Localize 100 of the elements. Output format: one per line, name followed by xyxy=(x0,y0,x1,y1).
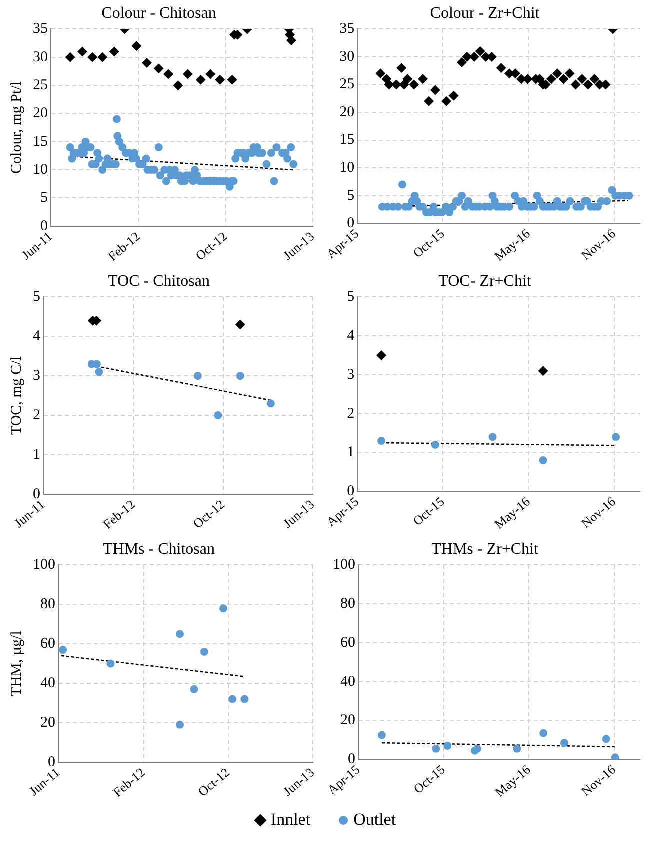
point xyxy=(196,74,206,85)
point xyxy=(235,320,246,330)
chart-title: Colour - Chitosan xyxy=(102,4,216,22)
y-tick-label: 0 xyxy=(48,754,56,770)
point xyxy=(215,74,226,85)
y-tick-label: 4 xyxy=(33,328,41,345)
point xyxy=(462,52,472,62)
point xyxy=(205,69,216,80)
y-tick-label: 5 xyxy=(347,188,355,204)
point xyxy=(200,648,208,656)
point xyxy=(456,58,467,68)
point xyxy=(266,400,275,408)
y-tick-label: 4 xyxy=(347,328,356,344)
point xyxy=(132,41,142,52)
point xyxy=(65,52,76,62)
y-tick-label: 25 xyxy=(340,76,355,93)
point xyxy=(98,52,108,62)
point xyxy=(409,80,420,90)
chart-title: THMs - Zr+Chit xyxy=(432,540,539,558)
point xyxy=(432,744,440,753)
point xyxy=(376,68,386,79)
y-tick-label: 40 xyxy=(40,675,56,692)
y-tick-label: 5 xyxy=(347,289,355,306)
y-tick-label: 20 xyxy=(340,104,355,120)
y-tick-label: 100 xyxy=(333,557,356,574)
point xyxy=(190,685,198,694)
y-tick-label: 20 xyxy=(340,712,356,729)
point xyxy=(539,456,548,464)
point xyxy=(194,372,202,380)
point xyxy=(583,80,594,90)
point xyxy=(496,63,506,74)
point xyxy=(611,754,620,760)
point xyxy=(376,350,387,361)
legend-label: Outlet xyxy=(354,810,396,830)
point xyxy=(540,729,548,738)
point xyxy=(59,646,68,654)
y-tick-label: 3 xyxy=(33,368,40,384)
chart-title: TOC- Zr+Chit xyxy=(438,272,532,290)
point xyxy=(430,85,440,96)
y-tick-label: 30 xyxy=(33,49,48,66)
point xyxy=(442,96,452,106)
point xyxy=(513,744,522,753)
point xyxy=(418,74,428,84)
point xyxy=(236,372,244,380)
point xyxy=(78,46,88,57)
point xyxy=(378,731,386,740)
y-tick-label: 20 xyxy=(40,714,56,731)
point xyxy=(570,80,581,90)
legend-label: Innlet xyxy=(270,810,311,830)
y-tick-label: 60 xyxy=(40,636,56,652)
y-tick-label: 5 xyxy=(33,289,40,306)
y-tick-label: 25 xyxy=(33,77,48,94)
y-tick-label: 1 xyxy=(347,444,355,461)
y-axis-title: THM, µg/l xyxy=(8,631,25,696)
y-tick-label: 15 xyxy=(340,132,355,148)
point xyxy=(448,90,459,101)
point xyxy=(424,96,434,106)
point xyxy=(176,630,184,638)
y-tick-label: 0 xyxy=(40,218,48,234)
point xyxy=(176,720,184,729)
point xyxy=(227,74,238,85)
point xyxy=(474,744,482,753)
y-tick-label: 60 xyxy=(340,634,356,651)
point xyxy=(402,74,413,84)
y-tick-label: 40 xyxy=(340,674,356,690)
point xyxy=(552,68,562,79)
point xyxy=(612,433,620,442)
point xyxy=(228,695,237,704)
chart-title: THMs - Chitosan xyxy=(103,540,215,558)
point xyxy=(469,52,480,62)
point xyxy=(378,437,386,446)
y-axis-title: Colour, mg Pt/l xyxy=(8,82,25,174)
point xyxy=(142,58,152,68)
point xyxy=(560,739,569,748)
point xyxy=(590,74,600,84)
y-tick-label: 80 xyxy=(340,596,356,612)
point xyxy=(106,660,115,668)
y-tick-label: 5 xyxy=(40,190,48,206)
point xyxy=(396,63,407,74)
point xyxy=(558,74,569,84)
point xyxy=(88,52,98,62)
point xyxy=(214,412,222,420)
y-tick-label: 10 xyxy=(33,162,48,178)
point xyxy=(384,80,394,90)
point xyxy=(538,366,548,376)
y-tick-label: 10 xyxy=(340,160,355,176)
y-axis-title: TOC, mg C/l xyxy=(8,356,25,436)
y-tick-label: 15 xyxy=(33,134,48,150)
point xyxy=(173,80,184,91)
point xyxy=(546,74,556,84)
point xyxy=(475,46,486,56)
point xyxy=(399,80,410,90)
point xyxy=(431,440,440,449)
point xyxy=(577,74,588,84)
point xyxy=(164,69,174,80)
chart-title: TOC - Chitosan xyxy=(108,272,210,290)
y-tick-label: 30 xyxy=(340,48,355,65)
chart-title: Colour - Zr+Chit xyxy=(430,4,540,22)
point xyxy=(95,368,104,376)
point xyxy=(488,433,497,442)
